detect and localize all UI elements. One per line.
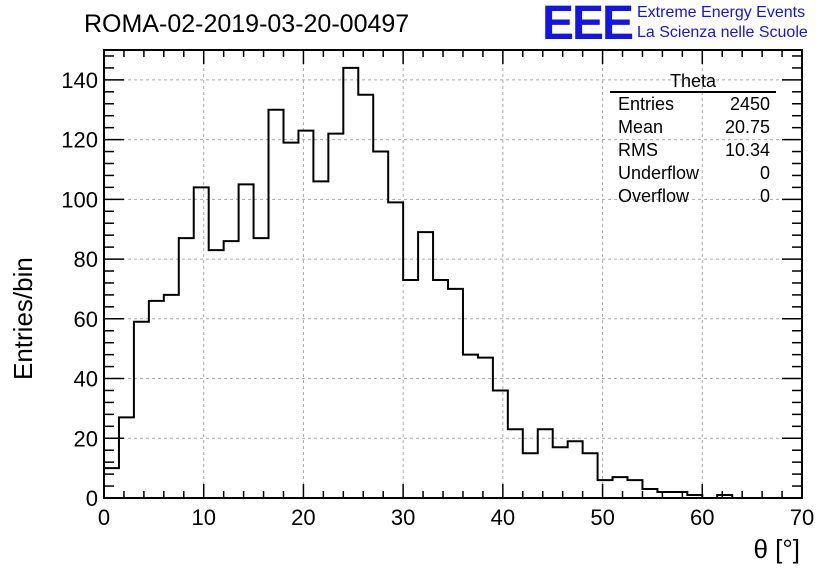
histogram-bin [568, 441, 583, 498]
stats-label: RMS [618, 140, 658, 160]
histogram-bin [493, 390, 508, 498]
histogram-bin [313, 181, 328, 498]
x-axis-label: θ [°] [753, 534, 800, 564]
stats-label: Mean [618, 117, 664, 137]
y-tick-label: 80 [74, 247, 98, 272]
histogram-bin [463, 355, 478, 498]
histogram-bin [523, 453, 538, 498]
logo-caption: Extreme Energy Events La Scienza nelle S… [637, 3, 808, 43]
histogram-bin [328, 134, 343, 498]
y-axis-label: Entries/bin [8, 257, 38, 380]
stats-row: Mean 20.75 [610, 116, 776, 139]
stats-value: 0 [759, 163, 770, 183]
histogram-bin [538, 429, 553, 498]
y-axis-ticks: 0 20 40 60 80 100 120 140 [61, 55, 802, 511]
x-tick-label: 20 [291, 505, 315, 530]
histogram-bin [298, 131, 313, 498]
stats-value: 0 [759, 186, 770, 206]
stats-title: Theta [610, 71, 776, 93]
histogram-bin [373, 152, 388, 498]
y-tick-label: 120 [61, 128, 98, 153]
x-tick-label: 50 [590, 505, 614, 530]
y-tick-label: 100 [61, 187, 98, 212]
histogram-bin [628, 480, 643, 498]
x-tick-label: 10 [191, 505, 215, 530]
plot-frame [103, 49, 803, 499]
stats-row: RMS 10.34 [610, 139, 776, 162]
histogram-bin [254, 238, 269, 498]
histogram-bin [224, 241, 239, 498]
histogram-bin [583, 453, 598, 498]
stats-label: Overflow [618, 186, 690, 206]
stats-row: Overflow 0 [610, 185, 776, 208]
stats-row: Underflow 0 [610, 162, 776, 185]
histogram-bin [508, 429, 523, 498]
histogram-bin [164, 295, 179, 498]
histogram-bin [358, 95, 373, 498]
histogram-bin [134, 322, 149, 498]
stats-label: Underflow [618, 163, 700, 183]
histogram-bin [403, 280, 418, 498]
stats-value: 2450 [729, 94, 770, 114]
stats-label: Entries [618, 94, 675, 114]
x-tick-label: 70 [790, 505, 814, 530]
histogram-bin [179, 238, 194, 498]
logo-line-2: La Scienza nelle Scuole [637, 24, 808, 41]
x-axis-ticks: 0 10 20 30 40 50 60 70 [98, 50, 814, 530]
x-tick-label: 30 [391, 505, 415, 530]
eee-logo: EEE [542, 0, 634, 50]
x-tick-label: 0 [98, 505, 110, 530]
x-tick-label: 40 [491, 505, 515, 530]
histogram-bin [343, 68, 358, 498]
histogram-outline [104, 66, 802, 499]
chart-title: ROMA-02-2019-03-20-00497 [84, 10, 410, 38]
grid-lines [104, 50, 802, 498]
stats-box: Theta Entries 2450 Mean 20.75 RMS 10.34 … [610, 71, 776, 208]
logo-line-1: Extreme Energy Events [637, 4, 806, 21]
stats-value: 10.34 [724, 140, 770, 160]
histogram-bin [149, 301, 164, 498]
histogram-bin [104, 468, 119, 498]
histogram-bin [269, 110, 284, 498]
y-tick-label: 140 [61, 68, 98, 93]
histogram-bars [104, 66, 802, 499]
histogram-bin [194, 187, 209, 498]
stats-value: 20.75 [724, 117, 770, 137]
histogram-bin [448, 289, 463, 498]
histogram-bin [119, 417, 134, 498]
histogram-bin [283, 143, 298, 498]
stats-row: Entries 2450 [610, 93, 776, 116]
histogram-bin [613, 477, 628, 498]
y-tick-label: 40 [74, 367, 98, 392]
histogram-bin [418, 232, 433, 498]
histogram-bin [433, 280, 448, 498]
histogram-bin [388, 202, 403, 498]
histogram-bin [209, 250, 224, 498]
histogram-bin [553, 447, 568, 498]
x-tick-label: 60 [690, 505, 714, 530]
histogram-bin [239, 184, 254, 498]
histogram-bin [598, 480, 613, 498]
y-tick-label: 60 [74, 307, 98, 332]
histogram-bin [642, 489, 657, 498]
y-tick-label: 20 [74, 426, 98, 451]
y-tick-label: 0 [86, 486, 98, 511]
